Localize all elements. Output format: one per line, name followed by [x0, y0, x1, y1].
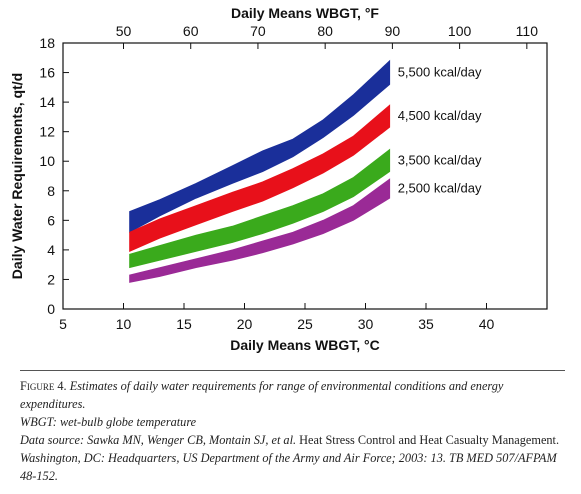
- series-label: 2,500 kcal/day: [398, 181, 482, 196]
- x-tick-label: 40: [479, 316, 495, 332]
- y-tick-label: 6: [47, 212, 55, 228]
- band-2500-kcal: [129, 178, 391, 283]
- x2-tick-label: 70: [250, 23, 266, 39]
- x-tick-label: 30: [358, 316, 374, 332]
- band-3500-kcal: [129, 148, 391, 269]
- y-tick-label: 12: [39, 124, 55, 140]
- figure-text: Estimates of daily water requirements fo…: [20, 379, 504, 411]
- source-authors: Data source: Sawka MN, Wenger CB, Montai…: [20, 433, 297, 447]
- y-tick-label: 18: [39, 35, 55, 51]
- bottom-axis-title: Daily Means WBGT, °C: [230, 337, 380, 353]
- figure-caption: Figure 4. Estimates of daily water requi…: [20, 370, 565, 485]
- bands-layer: [129, 59, 391, 283]
- band-5500-kcal: [129, 59, 391, 233]
- x2-tick-label: 60: [183, 23, 199, 39]
- source-publisher: Washington, DC: Headquarters, US Departm…: [20, 451, 557, 483]
- x2-tick-label: 110: [516, 23, 539, 39]
- y-tick-label: 8: [47, 183, 55, 199]
- x-tick-label: 10: [116, 316, 132, 332]
- y-tick-label: 10: [39, 153, 55, 169]
- y-tick-label: 16: [39, 65, 55, 81]
- band-4500-kcal: [129, 104, 391, 253]
- x2-tick-label: 50: [116, 23, 132, 39]
- top-axis-title: Daily Means WBGT, °F: [231, 5, 379, 21]
- data-source: Data source: Sawka MN, Wenger CB, Montai…: [20, 431, 565, 485]
- y-tick-label: 0: [47, 301, 55, 317]
- x-tick-label: 35: [418, 316, 434, 332]
- y-tick-label: 14: [39, 94, 55, 110]
- water-requirements-chart: 5,500 kcal/day 4,500 kcal/day 3,500 kcal/d…: [9, 5, 548, 353]
- series-label: 3,500 kcal/day: [398, 152, 482, 167]
- source-title: Heat Stress Control and Heat Casualty Ma…: [299, 433, 560, 447]
- x2-tick-label: 90: [385, 23, 401, 39]
- y-tick-label: 2: [47, 271, 55, 287]
- x2-tick-label: 100: [448, 23, 472, 39]
- x-tick-label: 20: [237, 316, 253, 332]
- figure-description: Figure 4. Estimates of daily water requi…: [20, 377, 565, 413]
- x-tick-label: 25: [297, 316, 313, 332]
- y-tick-label: 4: [47, 242, 55, 258]
- axes-layer: 5,500 kcal/day 4,500 kcal/day 3,500 kcal/d…: [39, 23, 538, 332]
- x-tick-label: 5: [59, 316, 67, 332]
- figure-label: Figure 4.: [20, 379, 67, 393]
- x2-tick-label: 80: [317, 23, 333, 39]
- y-axis-title: Daily Water Requirements, qt/d: [9, 73, 25, 279]
- series-label: 5,500 kcal/day: [398, 65, 482, 80]
- series-label: 4,500 kcal/day: [398, 108, 482, 123]
- x-tick-label: 15: [176, 316, 192, 332]
- abbreviation-note: WBGT: wet-bulb globe temperature: [20, 415, 197, 429]
